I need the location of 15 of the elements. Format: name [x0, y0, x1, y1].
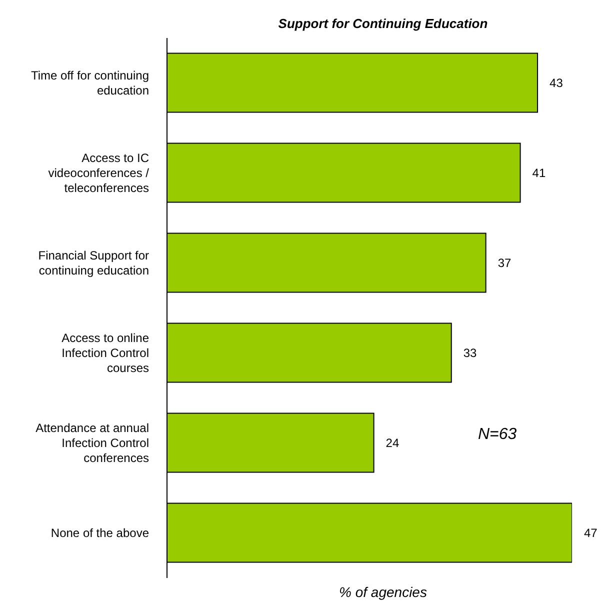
data-label: 47 — [584, 526, 598, 540]
y-tick-label: Attendance at annual Infection Control conferences — [36, 421, 149, 466]
data-label: 41 — [532, 166, 546, 180]
y-tick-label: None of the above — [50, 526, 150, 540]
y-tick-label: Time off for continuing education — [30, 68, 149, 98]
data-label: 37 — [498, 256, 512, 270]
x-axis-title: % of agencies — [338, 584, 428, 600]
chart-title: Support for Continuing Education — [277, 16, 489, 31]
data-label: 43 — [550, 76, 564, 90]
data-label: 24 — [386, 436, 400, 450]
y-tick-label: Access to online Infection Control courses — [62, 331, 150, 376]
data-label: 33 — [463, 346, 478, 360]
y-tick-label: Access to IC videoconferences / teleconferences — [48, 151, 150, 196]
y-tick-label: Financial Support for continuing education — [38, 248, 149, 278]
annotation: N=63 — [478, 426, 517, 444]
